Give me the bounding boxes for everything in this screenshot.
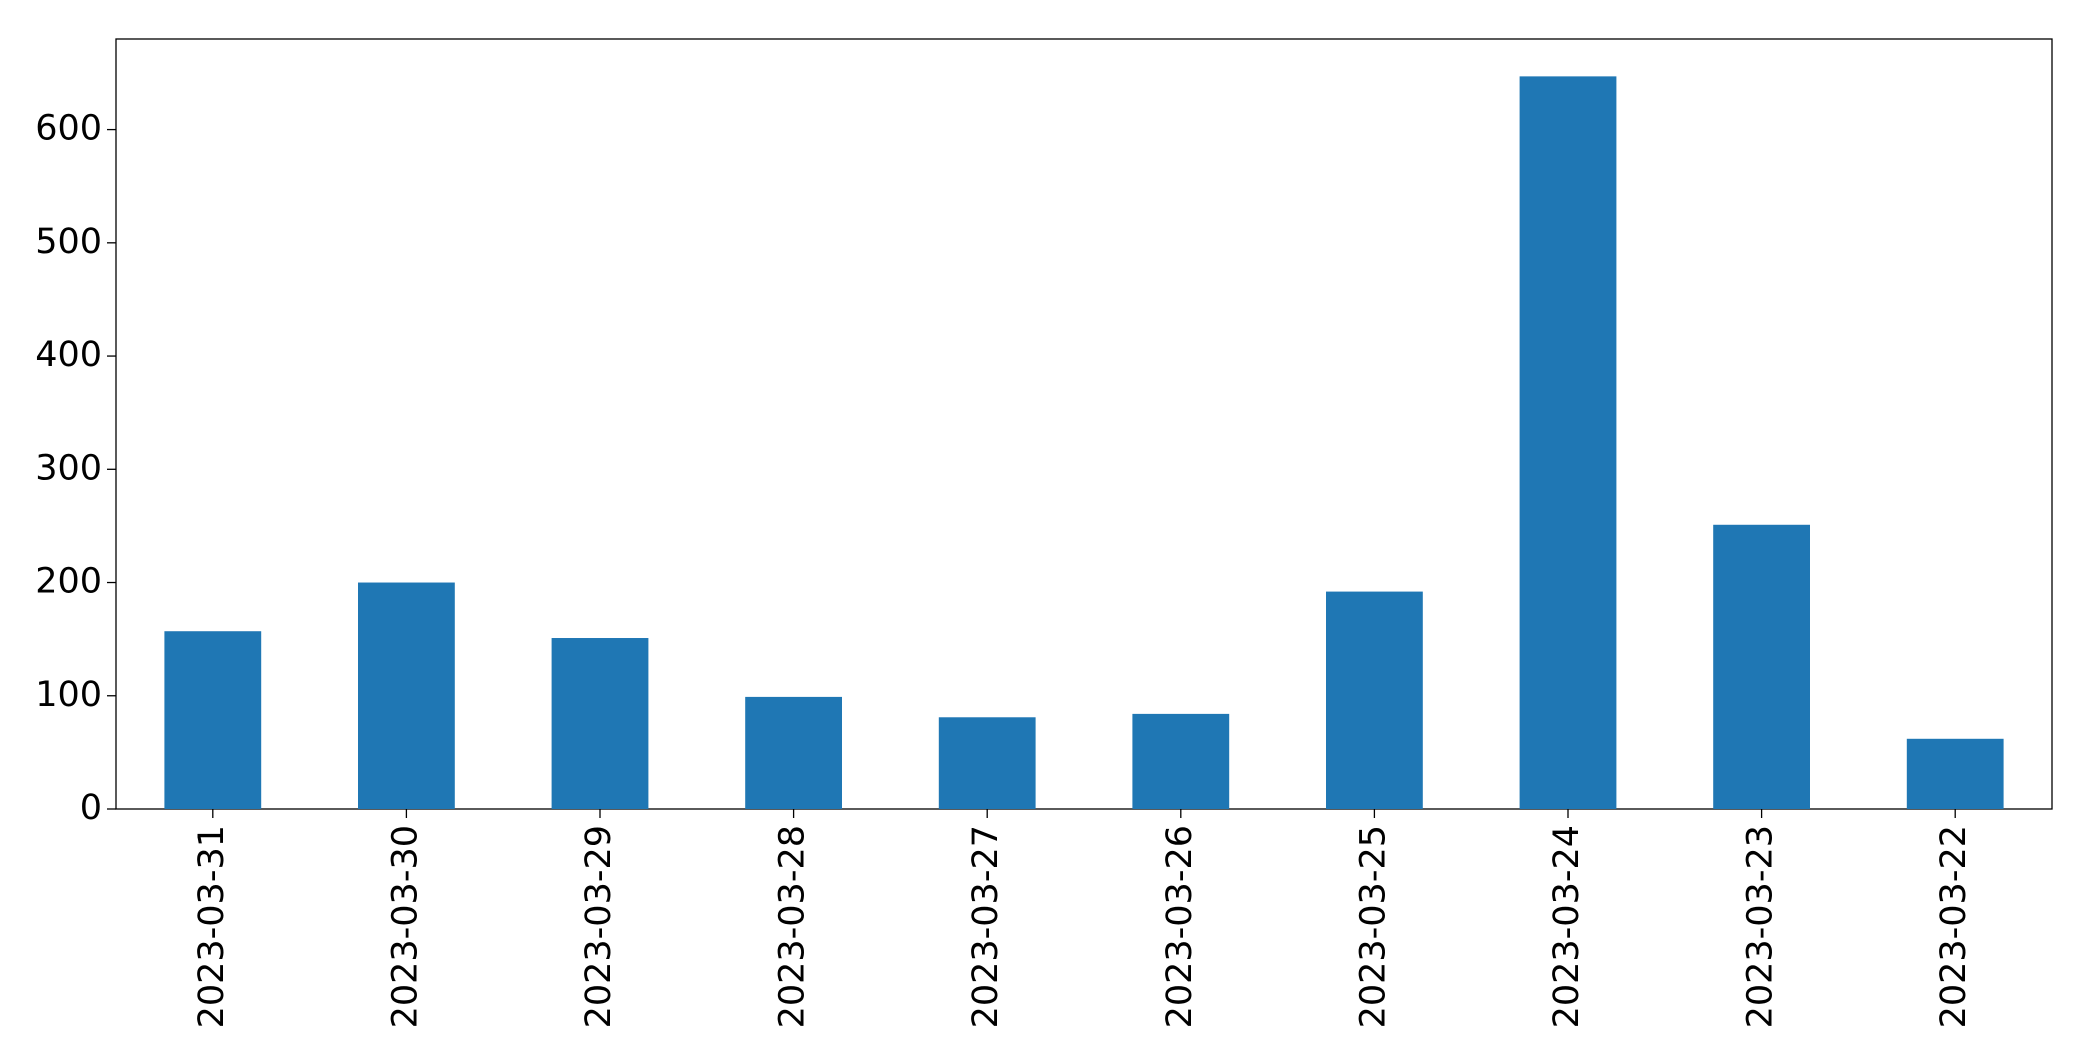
bar (745, 696, 842, 809)
y-tick-label: 100 (35, 675, 102, 715)
y-tick-label: 400 (35, 335, 102, 375)
y-tick-label: 600 (35, 109, 102, 149)
x-tick-label: 2023-03-29 (579, 825, 619, 1028)
y-tick-label: 0 (80, 788, 102, 828)
bar (551, 638, 649, 809)
x-tick-label: 2023-03-26 (1160, 825, 1200, 1028)
plot-frame (115, 38, 2053, 810)
x-tick-label: 2023-03-24 (1547, 825, 1587, 1028)
x-tick-label: 2023-03-23 (1741, 825, 1781, 1028)
bar (1906, 738, 2004, 809)
bar (1326, 591, 1423, 809)
x-tick-label: 2023-03-28 (773, 825, 813, 1028)
y-tick-label: 500 (35, 222, 102, 262)
y-tick-label: 300 (35, 448, 102, 488)
x-tick-label: 2023-03-22 (1934, 825, 1974, 1028)
x-tick-label: 2023-03-30 (385, 825, 425, 1028)
bar (1713, 524, 1810, 809)
bar (1132, 713, 1230, 809)
y-tick-label: 200 (35, 562, 102, 602)
x-tick-label: 2023-03-27 (966, 825, 1006, 1028)
bar (358, 582, 455, 809)
bar (1519, 76, 1617, 809)
x-tick-label: 2023-03-31 (192, 825, 232, 1028)
bar (938, 717, 1036, 809)
x-tick-label: 2023-03-25 (1353, 825, 1393, 1028)
bar (164, 631, 262, 809)
